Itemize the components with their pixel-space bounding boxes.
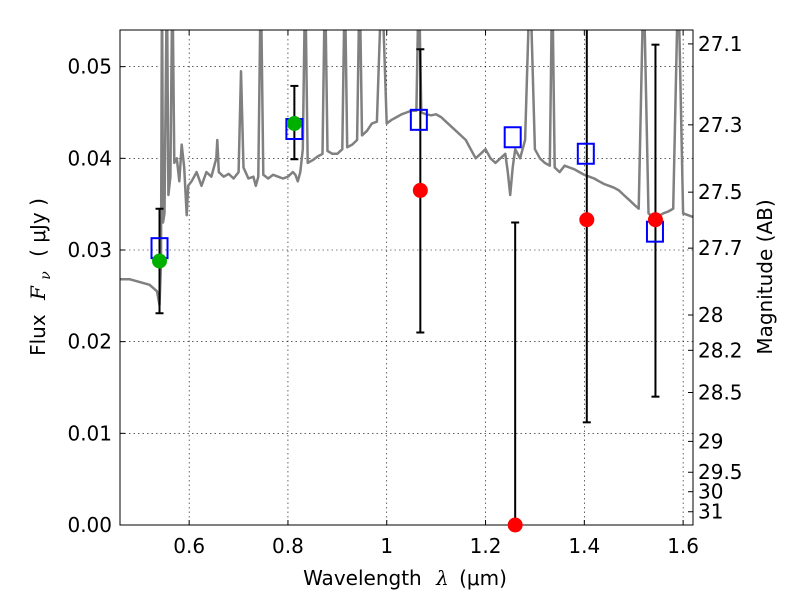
y-tick-label: 0.01 <box>67 421 112 445</box>
x-tick-label: 1.2 <box>470 534 502 558</box>
y-axis-symbol: F <box>26 285 50 301</box>
x-axis-unit: (μm) <box>459 566 507 590</box>
y-axis-title: Flux F ν ( μJy ) <box>26 198 55 356</box>
x-axis-title: Wavelength λ (μm) <box>303 566 507 590</box>
detection-point <box>152 253 168 269</box>
measured-point <box>579 212 595 228</box>
y2-tick-label: 28.2 <box>698 338 743 362</box>
y2-tick-label: 28 <box>698 303 723 327</box>
model-flux-square <box>503 126 522 149</box>
markers <box>150 30 664 533</box>
model-flux-square <box>409 108 428 131</box>
measured-point <box>647 212 663 228</box>
detection-point <box>286 116 302 131</box>
y-tick-label: 0.02 <box>67 330 112 354</box>
y2-tick-label: 29 <box>698 429 723 453</box>
x-axis: 0.6 0.8 1 1.2 1.4 1.6 <box>173 30 699 558</box>
y2-tick-label: 27.3 <box>698 113 743 137</box>
y-tick-label: 0.00 <box>67 513 112 537</box>
y2-tick-label: 27.5 <box>698 180 743 204</box>
measured-point <box>507 517 523 533</box>
y2-tick-label: 28.5 <box>698 380 743 404</box>
y-axis-unit: ( μJy ) <box>26 198 50 257</box>
y-axis-subscript: ν <box>38 271 54 280</box>
y2-tick-label: 30 <box>698 480 723 504</box>
y2-tick-label: 27.1 <box>698 32 743 56</box>
plot-area <box>120 30 693 525</box>
y2-axis-title: Magnitude (AB) <box>753 199 777 354</box>
x-tick-label: 0.8 <box>272 534 304 558</box>
x-tick-label: 1 <box>380 534 393 558</box>
y-axis-title-prefix: Flux <box>26 314 50 356</box>
x-axis-symbol: λ <box>435 566 449 590</box>
x-axis-title-prefix: Wavelength <box>303 566 422 590</box>
spectrum-line <box>120 30 693 307</box>
plot-frame <box>119 29 694 526</box>
y2-tick-label: 27.7 <box>698 236 743 260</box>
y2-tick-label: 29.5 <box>698 460 743 484</box>
y-tick-label: 0.03 <box>67 238 112 262</box>
x-tick-label: 0.6 <box>173 534 205 558</box>
x-tick-label: 1.6 <box>667 534 699 558</box>
measured-point <box>412 182 428 198</box>
y-tick-label: 0.05 <box>67 55 112 79</box>
y2-tick-label: 31 <box>698 500 723 524</box>
y-axis: 0.00 0.01 0.02 0.03 0.04 0.05 <box>67 55 125 537</box>
y-tick-label: 0.04 <box>67 146 112 170</box>
x-tick-label: 1.4 <box>568 534 600 558</box>
model-flux-square <box>576 142 595 165</box>
